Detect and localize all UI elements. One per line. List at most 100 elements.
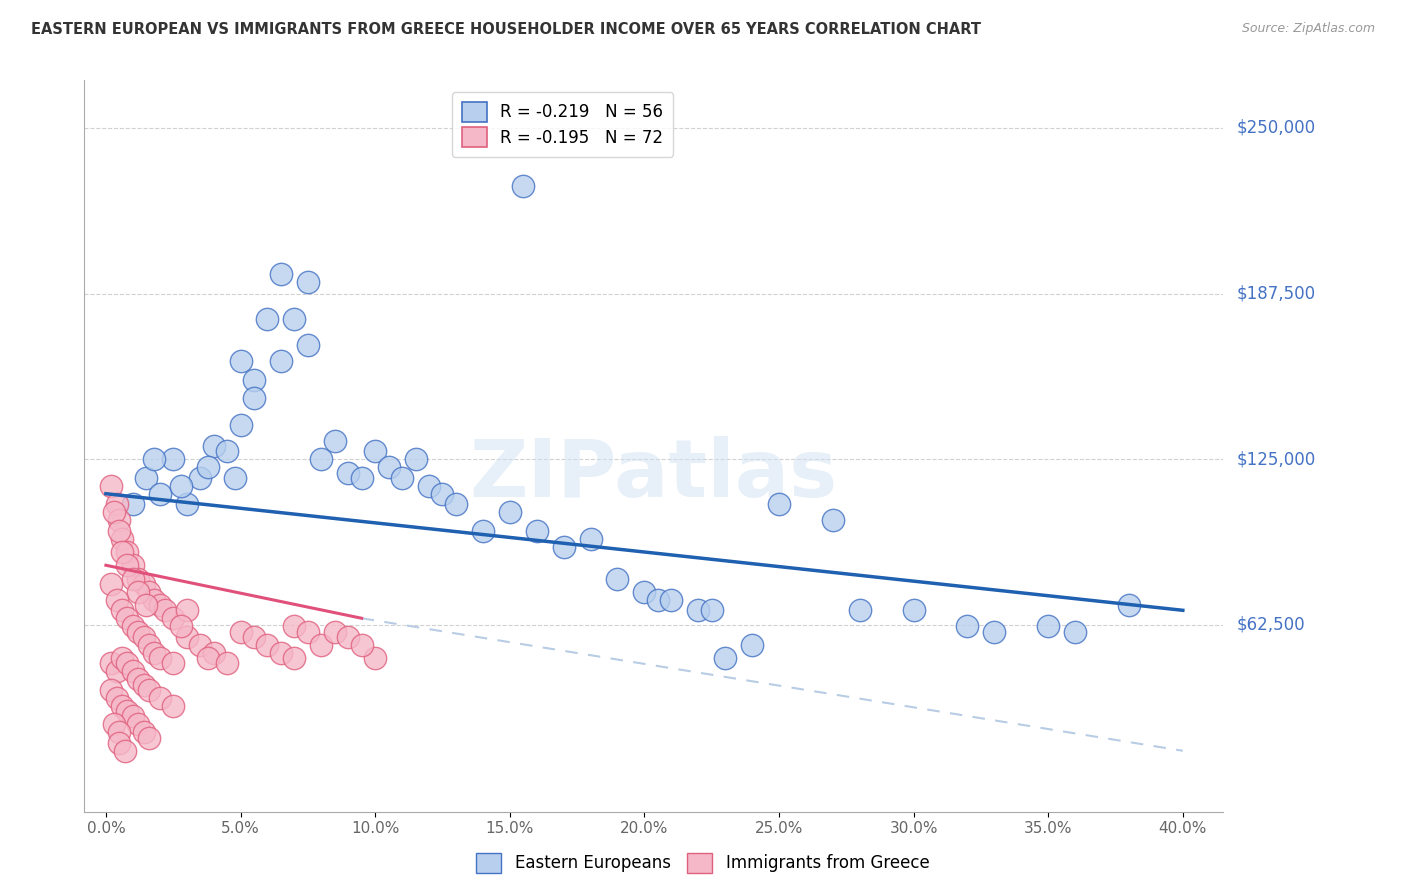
Point [127,672,149,686]
Point [138,682,160,697]
Point [202,439,225,453]
Point [526,524,548,538]
Point [323,434,346,448]
Point [121,665,143,679]
Text: $250,000: $250,000 [1237,119,1316,137]
Point [229,624,252,639]
Point [270,354,292,368]
Point [108,736,131,750]
Point [143,592,166,607]
Point [311,638,333,652]
Point [606,572,628,586]
Point [111,603,134,617]
Point [132,630,155,644]
Point [297,338,319,352]
Point [243,373,266,387]
Point [105,690,128,705]
Point [418,479,440,493]
Point [135,598,157,612]
Point [512,179,534,194]
Point [553,540,575,554]
Point [848,603,870,617]
Point [170,619,193,633]
Text: Source: ZipAtlas.com: Source: ZipAtlas.com [1241,22,1375,36]
Point [105,497,128,511]
Point [444,497,467,511]
Point [132,725,155,739]
Point [471,524,494,538]
Point [162,611,184,625]
Point [188,638,211,652]
Point [149,651,172,665]
Point [127,572,149,586]
Point [114,744,136,758]
Point [111,651,134,665]
Point [135,471,157,485]
Legend: R = -0.219   N = 56, R = -0.195   N = 72: R = -0.219 N = 56, R = -0.195 N = 72 [451,92,673,157]
Point [188,471,211,485]
Point [103,505,125,519]
Point [350,471,373,485]
Point [117,657,139,671]
Point [270,267,292,281]
Point [297,624,319,639]
Point [108,524,131,538]
Point [100,576,122,591]
Point [283,311,305,326]
Point [499,505,522,519]
Point [741,638,763,652]
Point [1118,598,1140,612]
Point [377,460,399,475]
Point [323,624,346,639]
Point [105,592,128,607]
Point [138,638,160,652]
Point [297,275,319,289]
Point [100,479,122,493]
Point [121,497,143,511]
Point [108,513,131,527]
Point [162,452,184,467]
Point [100,657,122,671]
Point [579,532,602,546]
Point [215,444,238,458]
Point [229,354,252,368]
Point [243,392,266,406]
Point [364,651,387,665]
Text: ZIPatlas: ZIPatlas [470,436,838,515]
Point [714,651,737,665]
Point [132,576,155,591]
Point [132,677,155,691]
Point [350,638,373,652]
Point [127,624,149,639]
Point [143,646,166,660]
Point [364,444,387,458]
Point [108,725,131,739]
Point [176,603,198,617]
Legend: Eastern Europeans, Immigrants from Greece: Eastern Europeans, Immigrants from Greec… [470,847,936,880]
Text: EASTERN EUROPEAN VS IMMIGRANTS FROM GREECE HOUSEHOLDER INCOME OVER 65 YEARS CORR: EASTERN EUROPEAN VS IMMIGRANTS FROM GREE… [31,22,981,37]
Point [700,603,723,617]
Point [121,572,143,586]
Point [1064,624,1087,639]
Point [111,698,134,713]
Point [821,513,844,527]
Point [197,651,219,665]
Point [283,619,305,633]
Point [224,471,246,485]
Point [117,704,139,718]
Text: $187,500: $187,500 [1237,285,1316,302]
Text: $125,000: $125,000 [1237,450,1316,468]
Point [149,598,172,612]
Point [138,584,160,599]
Point [170,479,193,493]
Point [229,417,252,432]
Point [117,558,139,573]
Point [633,584,655,599]
Point [103,717,125,731]
Point [688,603,710,617]
Point [337,466,360,480]
Point [153,603,176,617]
Point [117,611,139,625]
Point [121,619,143,633]
Point [270,646,292,660]
